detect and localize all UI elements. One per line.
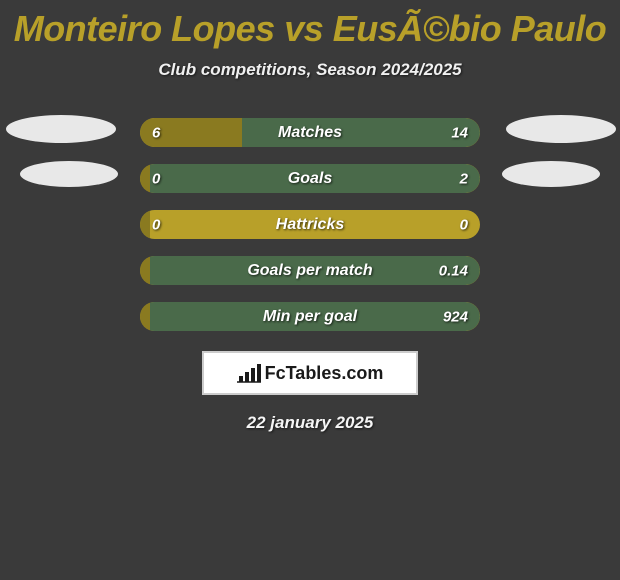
bar-chart-icon <box>237 362 261 384</box>
stat-bar-goals: 0 Goals 2 <box>140 164 480 193</box>
stats-bars-container: 6 Matches 14 0 Goals 2 0 Hattricks 0 Goa… <box>140 118 480 331</box>
player-left-photo-placeholder-2 <box>20 161 118 187</box>
stat-bar-hattricks: 0 Hattricks 0 <box>140 210 480 239</box>
stat-label: Goals per match <box>247 262 372 280</box>
stat-value-right: 0 <box>460 216 468 233</box>
stat-value-left: 0 <box>152 170 160 187</box>
stat-value-right: 2 <box>460 170 468 187</box>
page-title: Monteiro Lopes vs EusÃ©bio Paulo <box>0 0 620 50</box>
logo-box: FcTables.com <box>202 351 418 395</box>
stat-label: Goals <box>288 170 332 188</box>
subtitle: Club competitions, Season 2024/2025 <box>0 60 620 80</box>
stat-bar-goals-per-match: Goals per match 0.14 <box>140 256 480 285</box>
stat-label: Hattricks <box>276 216 344 234</box>
date-text: 22 january 2025 <box>0 413 620 433</box>
stat-value-right: 14 <box>451 124 468 141</box>
player-left-photo-placeholder-1 <box>6 115 116 143</box>
comparison-area: 6 Matches 14 0 Goals 2 0 Hattricks 0 Goa… <box>0 118 620 433</box>
stat-value-left: 0 <box>152 216 160 233</box>
stat-bar-matches: 6 Matches 14 <box>140 118 480 147</box>
stat-label: Min per goal <box>263 308 357 326</box>
stat-value-right: 924 <box>443 308 468 325</box>
bar-left-fill <box>140 164 150 193</box>
bar-left-fill <box>140 210 150 239</box>
bar-left-fill <box>140 256 150 285</box>
player-right-photo-placeholder-1 <box>506 115 616 143</box>
stat-label: Matches <box>278 124 342 142</box>
stat-value-left: 6 <box>152 124 160 141</box>
logo-text: FcTables.com <box>265 363 384 384</box>
bar-left-fill <box>140 302 150 331</box>
stat-bar-min-per-goal: Min per goal 924 <box>140 302 480 331</box>
stat-value-right: 0.14 <box>439 262 468 279</box>
player-right-photo-placeholder-2 <box>502 161 600 187</box>
